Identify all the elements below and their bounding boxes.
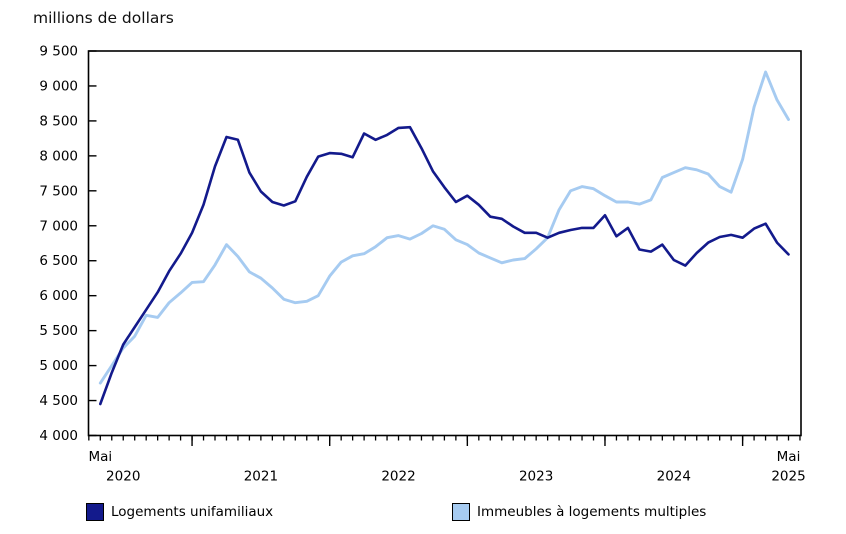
- legend-label-unifamiliaux: Logements unifamiliaux: [111, 504, 274, 520]
- x-year-label: 2020: [106, 469, 140, 485]
- legend-swatch-unifamiliaux: [86, 503, 104, 521]
- y-tick-label: 4 500: [39, 393, 78, 409]
- x-year-label: 2024: [657, 469, 691, 485]
- x-year-label: 2022: [381, 469, 415, 485]
- y-tick-label: 6 000: [39, 288, 78, 304]
- x-month-label: Mai: [777, 449, 801, 465]
- plot-frame: [87, 50, 802, 437]
- x-year-label: 2021: [244, 469, 278, 485]
- x-year-label: 2023: [519, 469, 553, 485]
- series-line-unifamiliaux: [99, 125, 790, 406]
- y-tick-label: 8 000: [39, 148, 78, 164]
- x-year-label: 2025: [771, 469, 805, 485]
- y-tick-label: 8 500: [39, 113, 78, 129]
- series-line-multiples: [98, 70, 790, 385]
- y-tick-label: 9 500: [39, 44, 78, 60]
- y-tick-label: 7 500: [39, 183, 78, 199]
- y-tick-label: 5 000: [39, 358, 78, 374]
- x-month-label: Mai: [88, 449, 112, 465]
- legend: Logements unifamiliaux Immeubles à logem…: [0, 501, 846, 527]
- y-tick-label: 4 000: [39, 428, 78, 444]
- legend-label-multiples: Immeubles à logements multiples: [477, 504, 707, 520]
- y-tick-label: 9 000: [39, 78, 78, 94]
- y-tick-label: 6 500: [39, 253, 78, 269]
- y-tick-label: 5 500: [39, 323, 78, 339]
- legend-item-multiples: Immeubles à logements multiples: [452, 501, 706, 523]
- chart-title: millions de dollars: [33, 9, 174, 27]
- legend-swatch-multiples: [452, 503, 470, 521]
- legend-item-unifamiliaux: Logements unifamiliaux: [86, 501, 273, 523]
- y-tick-label: 7 000: [39, 218, 78, 234]
